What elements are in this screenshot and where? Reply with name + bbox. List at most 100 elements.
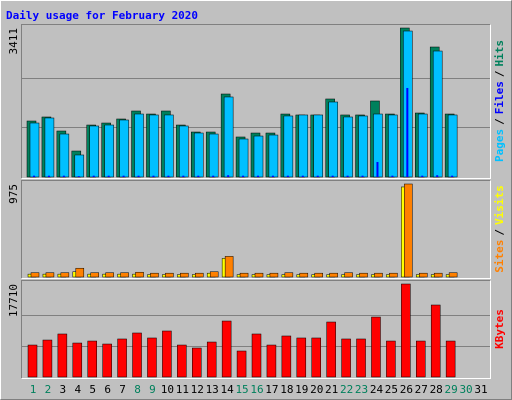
bar xyxy=(87,340,97,378)
x-tick-label: 21 xyxy=(325,383,338,396)
bar xyxy=(74,154,85,178)
x-tick-label: 12 xyxy=(191,383,204,396)
bar xyxy=(120,272,129,278)
bar xyxy=(298,114,309,178)
bar xyxy=(344,272,353,278)
bar xyxy=(209,271,219,278)
bar xyxy=(105,272,114,278)
x-tick-label: 16 xyxy=(250,383,263,396)
bar xyxy=(89,125,99,178)
x-tick-label: 3 xyxy=(60,383,67,396)
x-tick-label: 31 xyxy=(474,383,487,396)
x-tick-label: 11 xyxy=(176,383,189,396)
bar xyxy=(167,175,170,177)
bar xyxy=(239,272,249,278)
bar xyxy=(195,272,204,278)
x-tick-label: 4 xyxy=(74,383,81,396)
bar xyxy=(269,272,279,278)
bar xyxy=(316,175,319,177)
x-tick-label: 18 xyxy=(280,383,293,396)
y-tick-label: 17710 xyxy=(7,284,20,317)
x-tick-label: 6 xyxy=(104,383,111,396)
bar xyxy=(436,175,439,177)
x-tick-label: 9 xyxy=(149,383,156,396)
bar xyxy=(283,115,294,178)
bar xyxy=(391,175,394,177)
bar xyxy=(57,333,68,378)
bar xyxy=(343,116,353,178)
panel-shadow xyxy=(21,280,491,379)
bar xyxy=(358,115,368,178)
bar xyxy=(150,272,159,278)
bar xyxy=(447,114,458,178)
bar xyxy=(59,133,70,178)
x-tick-label: 24 xyxy=(370,383,384,396)
x-tick-label: 27 xyxy=(415,383,428,396)
bar xyxy=(60,272,70,278)
bar xyxy=(119,119,129,178)
bar xyxy=(401,283,411,378)
bar xyxy=(268,134,279,178)
legend: Sites / Visits xyxy=(493,185,506,273)
x-tick-label: 22 xyxy=(340,383,353,396)
x-tick-label: 30 xyxy=(459,383,472,396)
bar xyxy=(223,96,234,178)
x-tick-label: 19 xyxy=(295,383,308,396)
bar xyxy=(311,337,321,378)
bar xyxy=(251,333,262,378)
bar xyxy=(445,340,456,378)
bar xyxy=(451,175,454,177)
bar xyxy=(253,135,264,178)
bar xyxy=(77,176,80,177)
legend-entry: Files xyxy=(493,81,506,114)
bar xyxy=(361,175,364,177)
bar xyxy=(389,272,398,278)
legend-entry: KBytes xyxy=(493,309,506,349)
bar xyxy=(206,341,217,378)
bar xyxy=(135,271,144,278)
bar xyxy=(419,272,428,278)
bar xyxy=(134,113,144,178)
bar xyxy=(421,175,424,177)
x-tick-label: 17 xyxy=(265,383,278,396)
x-tick-label: 15 xyxy=(235,383,248,396)
bar xyxy=(212,175,215,177)
x-tick-label: 10 xyxy=(161,383,174,396)
panel-light xyxy=(21,280,491,379)
x-tick-label: 1 xyxy=(30,383,37,396)
bar xyxy=(33,175,35,177)
bar xyxy=(162,330,172,378)
x-tick-label: 23 xyxy=(355,383,368,396)
bar xyxy=(313,114,323,178)
bar xyxy=(179,125,189,178)
x-tick-label: 29 xyxy=(445,383,458,396)
bar xyxy=(254,272,264,278)
panel-light xyxy=(21,24,491,179)
bar xyxy=(221,320,232,378)
bar xyxy=(374,272,383,278)
bar xyxy=(296,337,307,378)
chart-title: Daily usage for February 2020 xyxy=(6,9,198,22)
bar xyxy=(371,316,381,378)
bar xyxy=(192,347,202,378)
bar xyxy=(286,175,289,177)
legend-entry: Pages xyxy=(493,129,506,162)
bar xyxy=(238,138,249,178)
bar xyxy=(117,338,127,378)
bar xyxy=(271,175,274,177)
bar xyxy=(388,114,398,178)
legend-separator: / xyxy=(493,70,506,77)
bar xyxy=(341,338,351,378)
bar xyxy=(72,342,83,378)
panel-shadow xyxy=(21,180,491,279)
bar xyxy=(27,344,38,378)
panel-light xyxy=(21,180,491,279)
bar xyxy=(29,122,40,178)
bar xyxy=(224,256,234,278)
bar xyxy=(328,101,338,178)
bar xyxy=(147,337,157,378)
bar xyxy=(47,175,50,177)
bar xyxy=(430,304,441,378)
